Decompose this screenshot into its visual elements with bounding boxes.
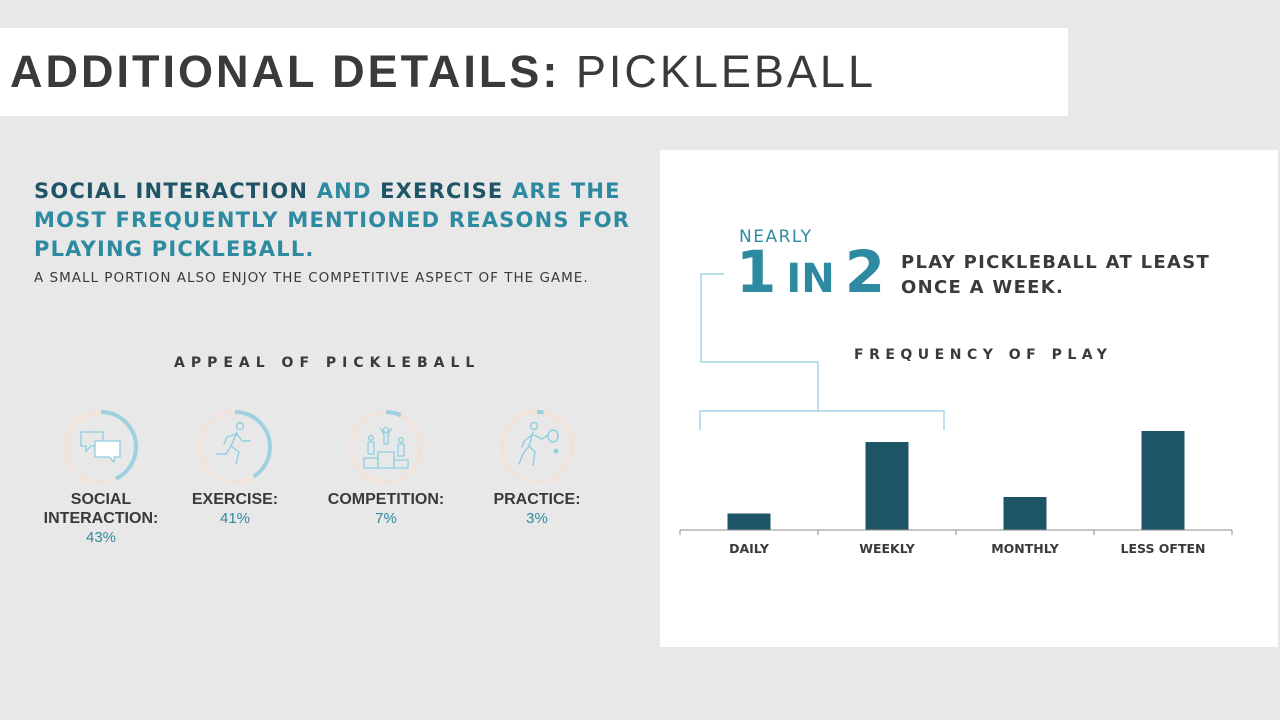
headline-and: AND: [308, 179, 381, 203]
bar-weekly: [865, 442, 909, 530]
chart-title: FREQUENCY OF PLAY: [854, 347, 1113, 363]
bar-less-often: [1141, 431, 1185, 530]
ring-fill: [500, 410, 574, 484]
appeal-item-competition: COMPETITION: 7%: [316, 408, 456, 528]
chat-bubbles-icon: [80, 431, 121, 464]
headline: SOCIAL INTERACTION AND EXERCISE ARE THE …: [34, 177, 634, 264]
stat-num2: 2: [844, 238, 886, 306]
stat-in: IN: [786, 256, 835, 302]
page-title: ADDITIONAL DETAILS: PICKLEBALL: [10, 46, 876, 98]
title-band: [0, 28, 1068, 116]
appeal-value: 43%: [85, 529, 117, 546]
appeal-item-exercise: EXERCISE: 41%: [165, 408, 305, 528]
appeal-label: SOCIAL INTERACTION:: [43, 491, 159, 527]
category-label: LESS OFTEN: [1121, 541, 1206, 556]
headline-exercise: EXERCISE: [380, 179, 504, 203]
subhead: A SMALL PORTION ALSO ENJOY THE COMPETITI…: [34, 270, 589, 286]
title-light: PICKLEBALL: [575, 46, 876, 97]
appeal-item-practice: PRACTICE: 3%: [467, 408, 607, 528]
competition-ring: [349, 410, 423, 484]
frequency-bar-chart: DAILY WEEKLY MONTHLY LESS OFTEN: [679, 431, 1233, 556]
bar-monthly: [1003, 497, 1047, 530]
appeal-value: 7%: [375, 510, 397, 527]
stat-num1: 1: [736, 238, 777, 306]
stat-ratio: 1 IN 2: [736, 240, 885, 319]
appeal-title: APPEAL OF PICKLEBALL: [174, 355, 481, 371]
podium-icon: [363, 426, 409, 469]
tennis-player-icon: [518, 421, 559, 466]
category-label: DAILY: [729, 541, 770, 556]
frequency-panel: [660, 150, 1278, 647]
ring-fill: [349, 410, 423, 484]
headline-rest: ARE THE MOST FREQUENTLY MENTIONED REASON…: [34, 179, 631, 261]
stat-text: PLAY PICKLEBALL AT LEAST ONCE A WEEK.: [901, 252, 1211, 298]
social-ring: [64, 410, 138, 484]
exercise-ring: [198, 410, 272, 484]
title-strong: ADDITIONAL DETAILS:: [10, 46, 561, 97]
bar-daily: [727, 513, 771, 530]
runner-icon: [216, 421, 251, 465]
appeal-label: EXERCISE:: [191, 491, 279, 508]
appeal-value: 41%: [219, 510, 251, 527]
category-label: WEEKLY: [859, 541, 916, 556]
appeal-item-social: SOCIAL INTERACTION: 43%: [31, 408, 171, 547]
appeal-value: 3%: [526, 510, 548, 527]
headline-social: SOCIAL INTERACTION: [34, 179, 309, 203]
category-label: MONTHLY: [991, 541, 1060, 556]
stat-nearly: NEARLY: [739, 227, 813, 247]
appeal-label: COMPETITION:: [327, 491, 445, 508]
ring-fill: [198, 410, 272, 484]
practice-ring: [500, 410, 574, 484]
appeal-label: PRACTICE:: [493, 491, 581, 508]
ring-fill: [64, 410, 138, 484]
